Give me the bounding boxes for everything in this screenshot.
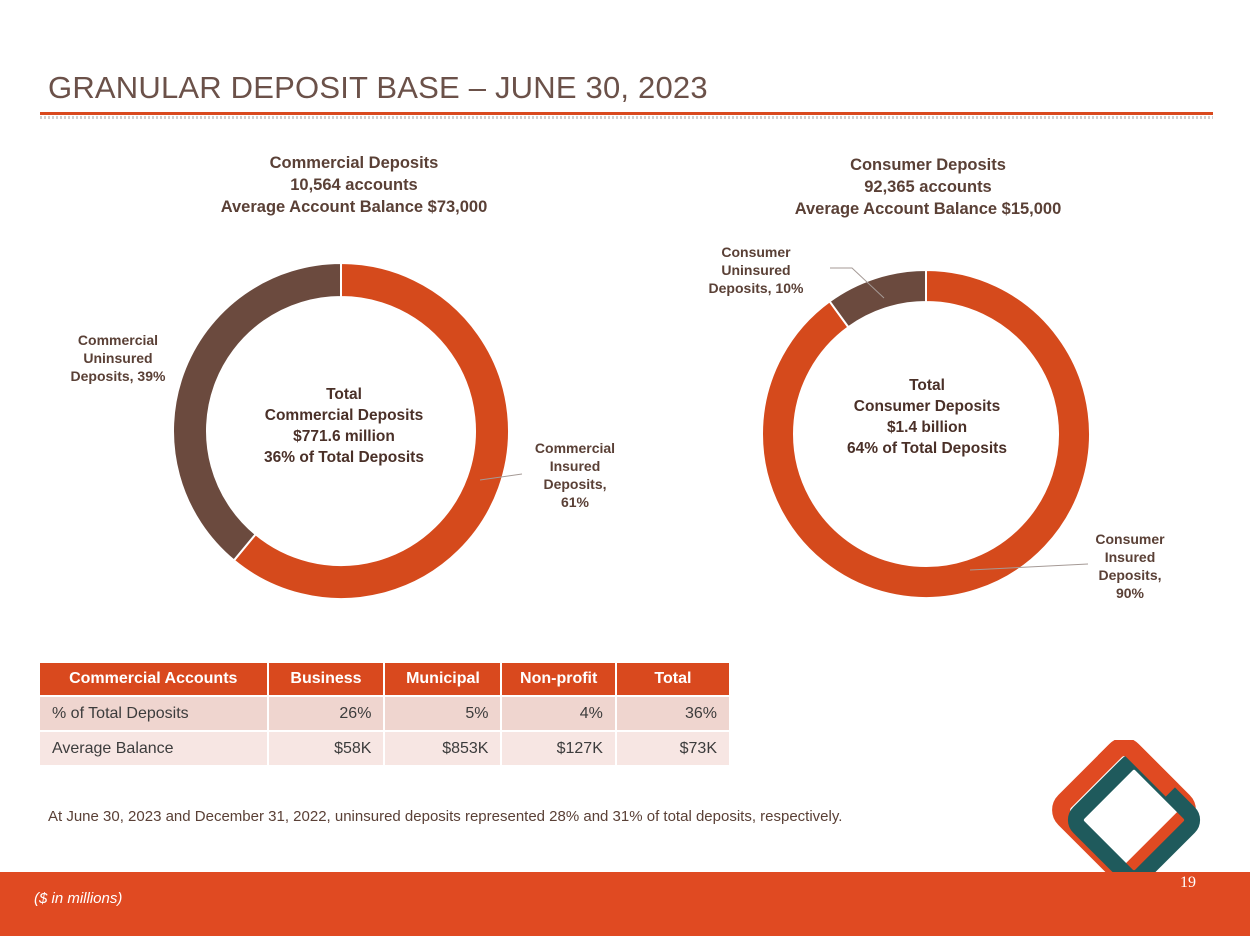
consumer-header-line: Consumer Deposits [850,156,1006,174]
consumer-insured-slice [761,268,1091,599]
footer-bar [0,872,1250,936]
commercial-uninsured-slice [172,261,342,562]
center-line: Consumer Deposits [853,398,1001,415]
center-line: Total [909,377,945,394]
units-note: ($ in millions) [34,890,123,907]
logo-orange-overlap [1097,740,1179,797]
table-row: Average Balance $58K $853K $127K $73K [40,730,732,765]
commercial-header-line: 10,564 accounts [290,176,418,194]
consumer-uninsured-slice [828,268,927,329]
commercial-chart-header: Commercial Deposits 10,564 accounts Aver… [184,152,524,218]
slice-label-line: 61% [560,494,590,510]
consumer-center-text: Total Consumer Deposits $1.4 billion 64%… [807,375,1047,459]
table-cell: $127K [501,730,617,765]
footnote: At June 30, 2023 and December 31, 2022, … [48,808,843,825]
table-cell: 4% [501,695,617,731]
commercial-accounts-table: Commercial Accounts Business Municipal N… [40,663,732,765]
table-row: % of Total Deposits 26% 5% 4% 36% [40,695,732,731]
consumer-insured-label: Consumer Insured Deposits, 90% [1078,530,1182,602]
commercial-header-line: Average Account Balance $73,000 [220,198,488,216]
consumer-header-line: Average Account Balance $15,000 [794,200,1062,218]
center-line: 64% of Total Deposits [847,440,1007,457]
table-header-row: Commercial Accounts Business Municipal N… [40,663,732,696]
consumer-header-line: 92,365 accounts [864,178,992,196]
slice-label-line: Deposits, [1098,567,1162,583]
center-line: 36% of Total Deposits [264,449,424,466]
commercial-uninsured-label: Commercial Uninsured Deposits, 39% [58,331,178,385]
table-cell: 5% [384,695,503,731]
slice-label-line: Uninsured [721,262,791,278]
consumer-uninsured-label: Consumer Uninsured Deposits, 10% [694,243,818,297]
company-logo [1052,740,1201,887]
slice-label-line: Uninsured [83,350,153,366]
table-header-cell: Non-profit [501,663,617,696]
table-header-cell: Commercial Accounts [40,663,269,696]
center-line: $1.4 billion [886,419,968,436]
slice-label-line: Insured [1104,549,1156,565]
table-cell: $73K [615,730,732,765]
table-cell: 36% [615,695,732,731]
table-header-cell: Business [267,663,386,696]
commercial-header-line: Commercial Deposits [269,154,439,172]
consumer-chart-header: Consumer Deposits 92,365 accounts Averag… [758,154,1098,220]
table-header-cell: Total [615,663,732,696]
table-cell: $58K [267,730,386,765]
commercial-center-text: Total Commercial Deposits $771.6 million… [224,384,464,468]
commercial-insured-leader-line [479,473,523,481]
table-cell: 26% [267,695,386,731]
consumer-uninsured-leader-line [830,267,885,299]
title-rule-shadow [40,116,1213,119]
slice-label-line: Deposits, 39% [70,368,166,384]
table-cell: % of Total Deposits [40,695,269,731]
slice-label-line: Deposits, [543,476,607,492]
commercial-donut [172,261,510,600]
slice-label-line: Commercial [534,440,616,456]
slice-label-line: Consumer [1095,531,1165,547]
consumer-insured-leader-line [969,563,1089,571]
slice-label-line: 90% [1115,585,1145,601]
slice-label-line: Insured [549,458,601,474]
title-rule [40,112,1213,115]
center-line: $771.6 million [293,428,395,445]
slice-label-line: Commercial [77,332,159,348]
table-header-cell: Municipal [384,663,503,696]
slice-label-line: Deposits, 10% [708,280,804,296]
center-line: Commercial Deposits [264,407,424,424]
table-cell: Average Balance [40,730,269,765]
commercial-insured-label: Commercial Insured Deposits, 61% [520,439,630,511]
table-cell: $853K [384,730,503,765]
page-title: GRANULAR DEPOSIT BASE – JUNE 30, 2023 [48,70,708,105]
consumer-donut [761,268,1091,599]
slice-label-line: Consumer [721,244,791,260]
commercial-insured-slice [232,261,510,600]
page-number: 19 [1180,874,1196,891]
center-line: Total [326,386,362,403]
